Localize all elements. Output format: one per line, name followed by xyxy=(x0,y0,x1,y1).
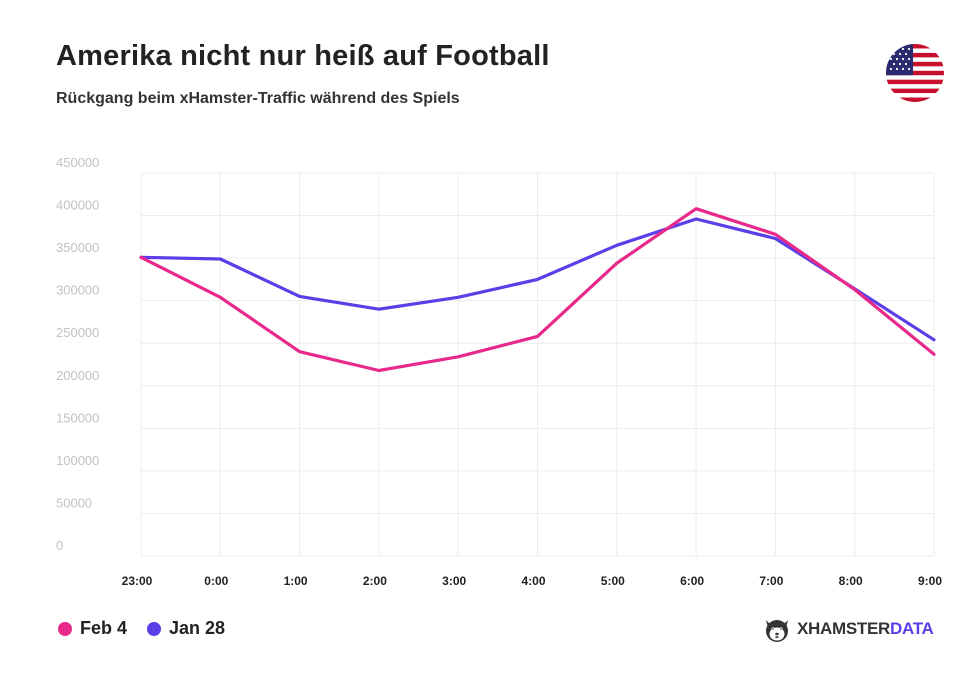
x-tick-label: 2:00 xyxy=(363,574,387,588)
legend-item-feb-4: Feb 4 xyxy=(58,618,127,639)
x-tick-label: 0:00 xyxy=(204,574,228,588)
y-tick-label: 450000 xyxy=(56,155,99,170)
chart-title: Amerika nicht nur heiß auf Football xyxy=(56,40,550,72)
x-tick-label: 5:00 xyxy=(601,574,625,588)
xhamster-logo-icon xyxy=(766,620,788,642)
y-tick-label: 400000 xyxy=(56,198,99,213)
x-tick-label: 7:00 xyxy=(759,574,783,588)
x-tick-label: 6:00 xyxy=(680,574,704,588)
brand-logo: XHAMSTERDATA xyxy=(762,614,934,644)
y-tick-label: 50000 xyxy=(56,495,92,510)
legend-label-feb-4: Feb 4 xyxy=(80,618,128,638)
legend-swatch-feb-4 xyxy=(58,621,72,636)
y-tick-label: 150000 xyxy=(56,410,99,425)
legend-item-jan-28: Jan 28 xyxy=(147,618,225,639)
chart-legend: Feb 4 Jan 28 xyxy=(58,618,225,639)
x-tick-label: 23:00 xyxy=(122,574,153,588)
brand-text-xhamster: XHAMSTER xyxy=(797,619,890,638)
legend-label-jan-28: Jan 28 xyxy=(169,618,226,638)
chart-subtitle: Rückgang beim xHamster-Traffic während d… xyxy=(56,90,460,107)
y-tick-label: 250000 xyxy=(56,325,99,340)
us-flag-icon xyxy=(886,44,944,102)
y-tick-label: 300000 xyxy=(56,283,99,298)
brand-text-data: DATA xyxy=(890,619,934,638)
legend-swatch-jan-28 xyxy=(147,621,162,636)
x-tick-label: 3:00 xyxy=(442,574,466,588)
y-tick-label: 200000 xyxy=(56,368,99,383)
series-line-feb-4 xyxy=(139,207,936,373)
y-tick-label: 0 xyxy=(56,538,63,553)
x-tick-label: 4:00 xyxy=(521,574,545,588)
x-tick-label: 8:00 xyxy=(839,574,863,588)
y-tick-label: 100000 xyxy=(56,453,99,468)
x-tick-label: 1:00 xyxy=(284,574,308,588)
y-tick-label: 350000 xyxy=(56,240,99,255)
x-tick-label: 9:00 xyxy=(918,574,942,588)
series-line-jan-28 xyxy=(139,217,936,342)
